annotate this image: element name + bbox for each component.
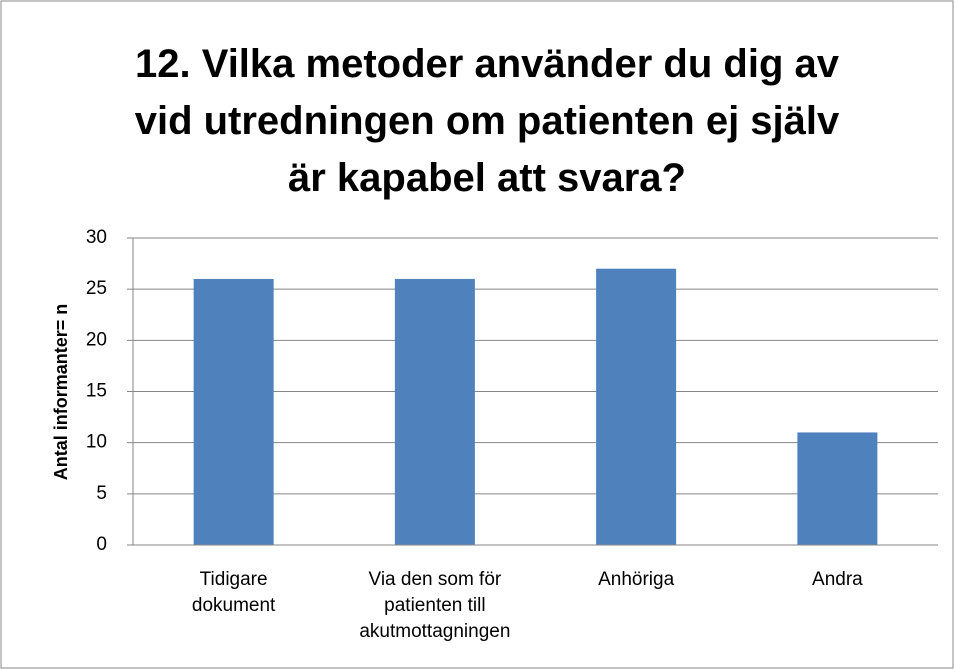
x-tick-label: Via den som för patienten till akutmotta… (359, 569, 511, 642)
y-tick-label: 15 (86, 381, 107, 402)
chart-title: 12. Vilka metoder använder du dig av vid… (134, 42, 840, 200)
x-tick-label: Anhöriga (598, 569, 675, 590)
y-axis-label: Antal informanter= n (51, 304, 71, 481)
y-tick-label: 10 (86, 432, 107, 453)
y-tick-label: 20 (86, 329, 107, 350)
y-tick-label: 25 (86, 278, 107, 299)
bar (394, 278, 475, 545)
y-tick-label: 0 (96, 534, 107, 555)
x-tick-label: Tidigare dokument (191, 569, 276, 616)
bar (193, 278, 274, 545)
bar (596, 268, 677, 545)
bar (797, 432, 878, 545)
y-tick-label: 5 (96, 483, 107, 504)
x-tick-label: Andra (812, 569, 863, 590)
y-tick-label: 30 (86, 227, 107, 248)
